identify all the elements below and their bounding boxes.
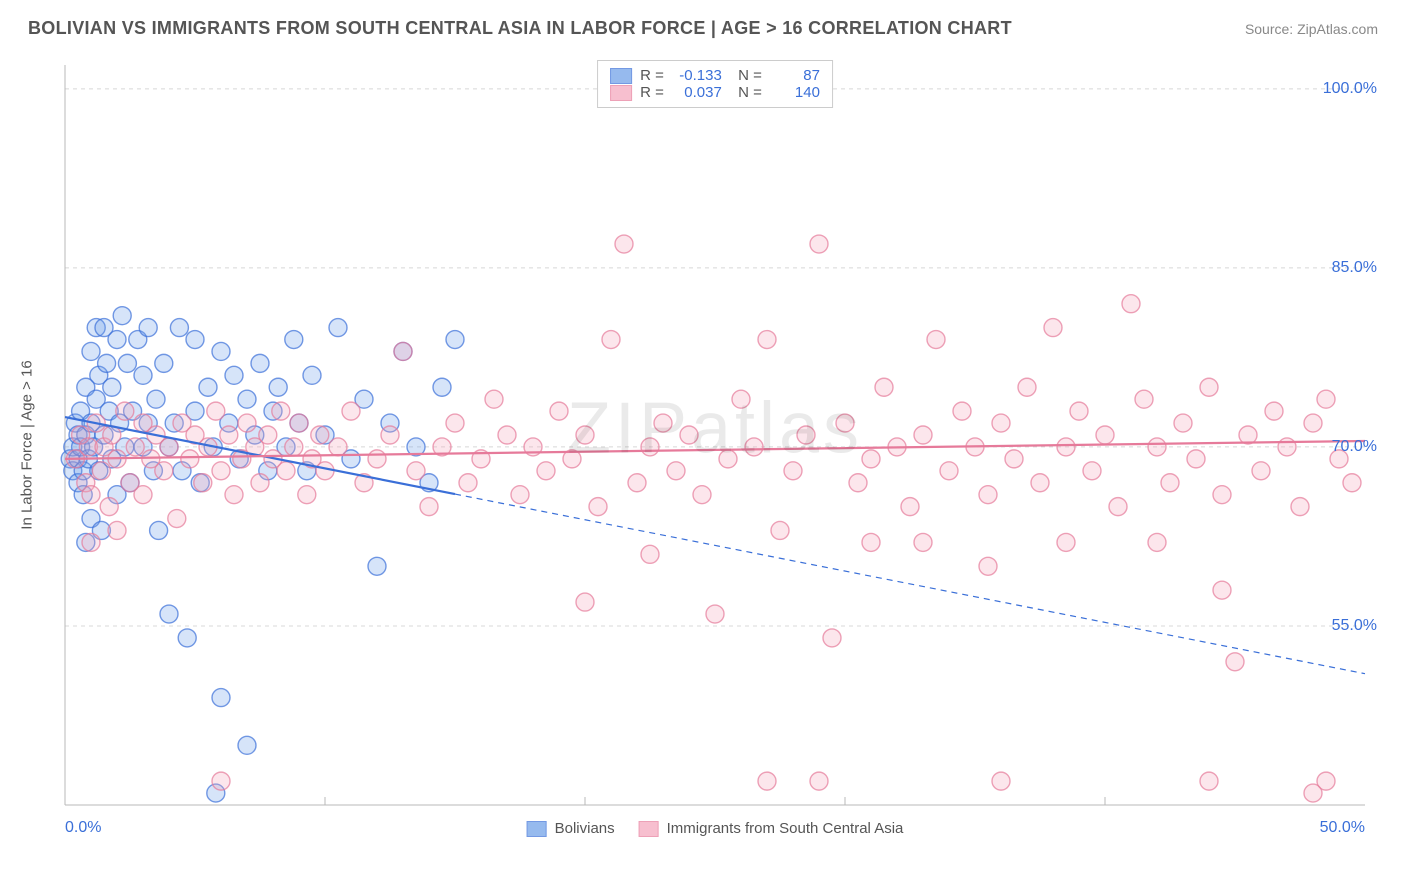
y-tick-label: 100.0% (1323, 80, 1377, 98)
legend-bottom-swatch-1 (639, 821, 659, 837)
legend-swatch-0 (610, 68, 632, 84)
legend-n-value-0: 87 (770, 67, 820, 84)
correlation-legend: R = -0.133 N = 87 R = 0.037 N = 140 (597, 60, 833, 108)
legend-bottom-label-1: Immigrants from South Central Asia (667, 820, 904, 837)
x-tick-label: 0.0% (65, 819, 101, 837)
legend-swatch-1 (610, 85, 632, 101)
x-tick-label: 50.0% (1320, 819, 1365, 837)
y-tick-label: 70.0% (1332, 438, 1377, 456)
chart-area: In Labor Force | Age > 16 ZIPatlas R = -… (55, 55, 1375, 835)
y-tick-label: 85.0% (1332, 259, 1377, 277)
legend-n-label-0: N = (730, 67, 762, 84)
chart-title: BOLIVIAN VS IMMIGRANTS FROM SOUTH CENTRA… (28, 18, 1012, 39)
legend-r-label-1: R = (640, 84, 664, 101)
legend-r-label-0: R = (640, 67, 664, 84)
legend-n-label-1: N = (730, 84, 762, 101)
legend-r-value-1: 0.037 (672, 84, 722, 101)
scatter-plot (55, 55, 1375, 835)
legend-r-value-0: -0.133 (672, 67, 722, 84)
y-tick-label: 55.0% (1332, 617, 1377, 635)
source-label: Source: ZipAtlas.com (1245, 21, 1378, 37)
legend-bottom-swatch-0 (527, 821, 547, 837)
legend-bottom-label-0: Bolivians (555, 820, 615, 837)
y-axis-label: In Labor Force | Age > 16 (19, 360, 36, 529)
legend-n-value-1: 140 (770, 84, 820, 101)
series-legend: Bolivians Immigrants from South Central … (527, 820, 904, 837)
